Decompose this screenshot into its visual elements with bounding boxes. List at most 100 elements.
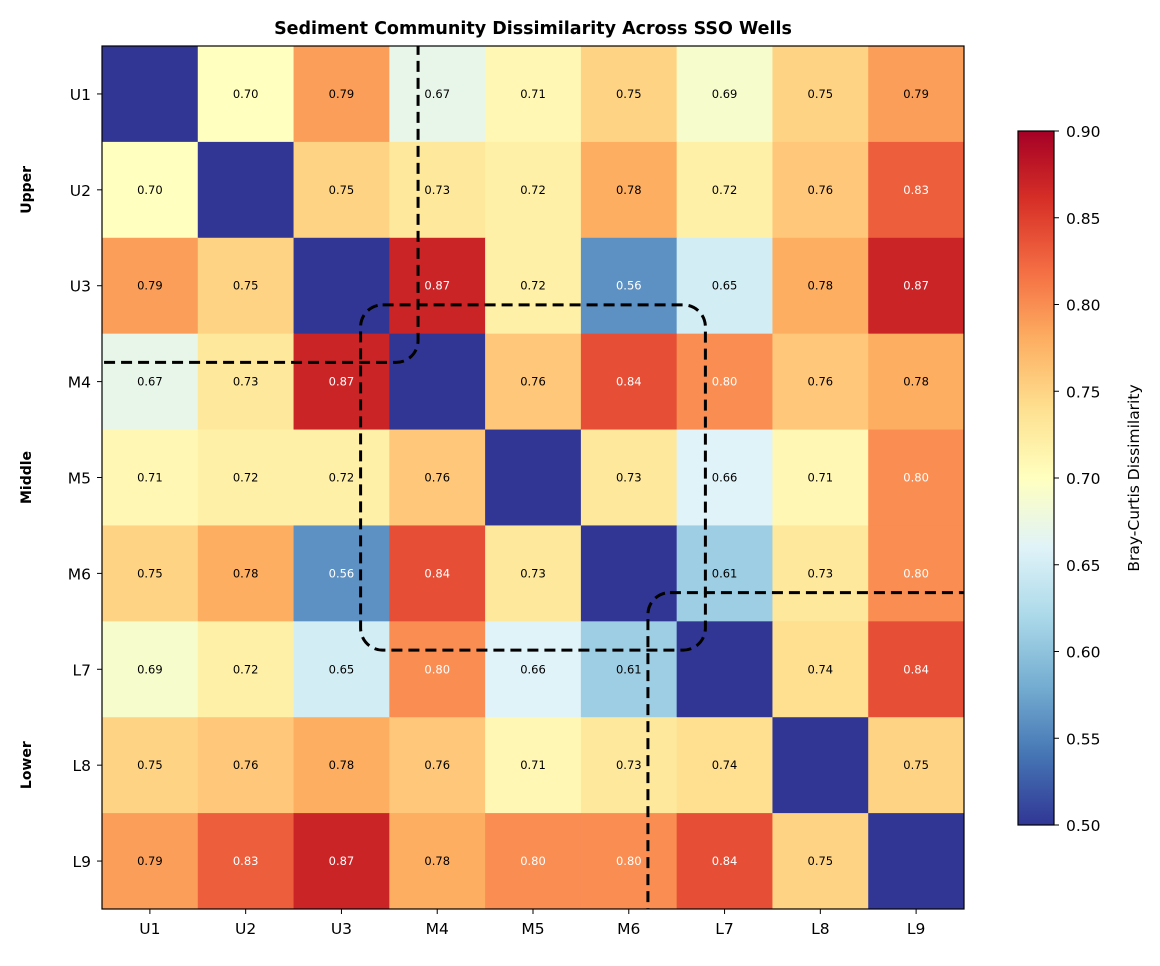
colorbar-label: Bray-Curtis Dissimilarity	[1125, 384, 1143, 571]
y-tick-label: M4	[68, 374, 91, 392]
cell-value-label: 0.78	[903, 375, 929, 389]
cell-value-label: 0.78	[329, 758, 355, 772]
cell-value-label: 0.73	[808, 566, 834, 580]
cell-value-label: 0.87	[424, 279, 450, 293]
cell-value-label: 0.76	[233, 758, 259, 772]
heatmap-cell	[293, 46, 390, 143]
cell-value-label: 0.70	[137, 183, 163, 197]
colorbar-tick-label: 0.65	[1066, 557, 1101, 575]
heatmap-cell	[389, 141, 486, 239]
heatmap-cell	[197, 237, 295, 335]
cell-value-label: 0.72	[233, 662, 259, 676]
cell-value-label: 0.65	[329, 662, 355, 676]
cell-value-label: 0.73	[424, 183, 450, 197]
colorbar-ticks: 0.50 0.55 0.60 0.65 0.70 0.75 0.80 0.85 0.90	[1054, 123, 1101, 835]
cell-value-label: 0.87	[903, 279, 929, 293]
heatmap-cell	[293, 333, 390, 431]
heatmap-cell	[102, 333, 199, 431]
cell-value-label: 0.67	[424, 87, 450, 101]
heatmap-cell	[197, 525, 295, 622]
x-tick-label: L7	[715, 920, 734, 938]
heatmap-cell	[102, 621, 199, 718]
y-tick-label: L9	[73, 853, 92, 871]
x-tick-label: L9	[907, 920, 926, 938]
cell-value-label: 0.80	[424, 662, 450, 676]
heatmap-cell	[772, 525, 869, 622]
heatmap-cell	[772, 813, 869, 910]
heatmap-cell	[485, 621, 582, 718]
cell-value-label: 0.87	[329, 375, 355, 389]
cell-value-label: 0.76	[808, 183, 834, 197]
heatmap-cell	[580, 333, 678, 431]
cell-value-label: 0.71	[137, 471, 163, 485]
heatmap-cell	[868, 46, 965, 143]
cell-value-label: 0.76	[424, 758, 450, 772]
heatmap-cell	[676, 237, 773, 335]
cell-value-label: 0.73	[616, 758, 642, 772]
y-tick-label: U2	[70, 182, 91, 200]
cell-value-label: 0.84	[616, 375, 642, 389]
group-label: Lower	[19, 741, 35, 789]
cell-value-label: 0.65	[712, 279, 738, 293]
heatmap-cell	[485, 141, 582, 239]
heatmap-cell	[868, 813, 965, 910]
cell-value-label: 0.80	[903, 566, 929, 580]
cell-value-label: 0.76	[520, 375, 546, 389]
cell-value-label: 0.69	[712, 87, 738, 101]
heatmap-cell	[772, 237, 869, 335]
heatmap-cell	[293, 717, 390, 814]
x-tick-label: L8	[811, 920, 830, 938]
heatmap-cell	[389, 429, 486, 526]
cell-value-label: 0.80	[616, 854, 642, 868]
cell-value-label: 0.71	[520, 758, 546, 772]
cell-value-label: 0.84	[903, 662, 929, 676]
cell-value-label: 0.72	[712, 183, 738, 197]
heatmap-cell	[293, 237, 390, 335]
cell-value-label: 0.73	[616, 471, 642, 485]
cell-value-label: 0.75	[616, 87, 642, 101]
y-tick-label: U1	[70, 86, 91, 104]
y-tick-label: M5	[68, 470, 91, 488]
cell-value-label: 0.74	[712, 758, 738, 772]
cell-value-label: 0.76	[808, 375, 834, 389]
heatmap-cell	[293, 429, 390, 526]
heatmap-cell	[197, 333, 295, 431]
heatmap-cell	[389, 525, 486, 622]
heatmap-cell	[485, 237, 582, 335]
x-tick-label: U2	[235, 920, 256, 938]
chart-title: Sediment Community Dissimilarity Across …	[274, 19, 792, 39]
colorbar-tick-label: 0.90	[1066, 123, 1101, 141]
heatmap-cell	[868, 333, 965, 431]
heatmap-cell	[485, 717, 582, 814]
cell-value-label: 0.75	[808, 854, 834, 868]
cell-value-label: 0.71	[808, 471, 834, 485]
cell-value-label: 0.72	[520, 279, 546, 293]
group-label: Upper	[19, 166, 35, 214]
heatmap-cell	[102, 717, 199, 814]
cell-value-label: 0.72	[233, 471, 259, 485]
heatmap-cell	[868, 429, 965, 526]
cell-value-label: 0.76	[424, 471, 450, 485]
y-axis-ticks: U1 U2 U3 M4 M5 M6 L7 L8 L9	[68, 86, 102, 871]
cell-value-label: 0.56	[329, 566, 355, 580]
heatmap-cell	[485, 429, 582, 526]
group-box-middle	[359, 303, 707, 652]
x-tick-label: M5	[521, 920, 544, 938]
heatmap-cell	[580, 621, 678, 718]
heatmap-cell	[676, 813, 773, 910]
cell-value-label: 0.75	[329, 183, 355, 197]
heatmap-cell	[580, 717, 678, 814]
heatmap-cell	[676, 46, 773, 143]
heatmap-cell	[580, 525, 678, 622]
cell-value-label: 0.84	[424, 566, 450, 580]
heatmap-cell	[102, 813, 199, 910]
y-tick-label: M6	[68, 565, 91, 583]
heatmap-cell	[389, 813, 486, 910]
cell-value-label: 0.73	[233, 375, 259, 389]
colorbar-tick-label: 0.55	[1066, 730, 1101, 748]
heatmap-cell	[868, 717, 965, 814]
heatmap-cell	[102, 237, 199, 335]
heatmap-cell	[197, 813, 295, 910]
heatmap-cell	[772, 621, 869, 718]
